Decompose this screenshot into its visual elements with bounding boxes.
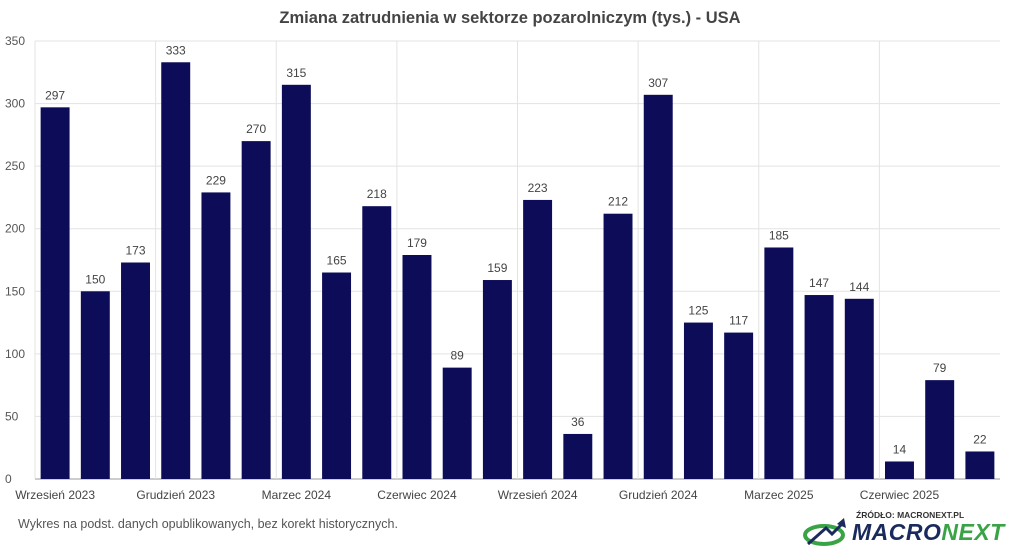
bar: [925, 380, 955, 479]
y-tick-label: 0: [5, 472, 12, 486]
bar: [281, 84, 311, 480]
bar: [965, 451, 995, 479]
source-label: ŹRÓDŁO: MACRONEXT.PL: [856, 510, 965, 520]
bar: [322, 272, 352, 479]
y-tick-label: 150: [5, 284, 25, 298]
footnote: Wykres na podst. danych opublikowanych, …: [18, 517, 398, 531]
y-tick-label: 200: [5, 222, 25, 236]
bar: [442, 367, 472, 479]
bar: [563, 433, 593, 479]
bar-value-label: 297: [45, 88, 65, 102]
macronext-logo: MACRONEXT: [802, 516, 1005, 550]
bar-value-label: 307: [648, 76, 668, 90]
bar-value-label: 150: [85, 272, 105, 286]
bar-value-label: 147: [809, 276, 829, 290]
bar: [885, 461, 914, 479]
bar: [844, 298, 874, 479]
x-tick-label: Grudzień 2024: [619, 488, 698, 502]
bar: [643, 94, 673, 479]
bar-value-label: 223: [528, 181, 548, 195]
bar: [241, 141, 271, 479]
x-tick-label: Grudzień 2023: [136, 488, 215, 502]
bar: [603, 213, 633, 479]
bar: [804, 295, 834, 479]
bar: [683, 322, 713, 479]
x-tick-label: Marzec 2024: [262, 488, 332, 502]
bar: [482, 280, 512, 479]
x-tick-label: Wrzesień 2024: [498, 488, 578, 502]
x-tick-label: Czerwiec 2024: [377, 488, 457, 502]
bar-value-label: 173: [126, 244, 146, 258]
bar: [80, 291, 110, 479]
bar-value-label: 117: [729, 314, 748, 328]
y-tick-label: 350: [5, 34, 25, 48]
bar-value-label: 229: [206, 173, 226, 187]
bar-value-label: 179: [407, 236, 427, 250]
logo-text-next: NEXT: [941, 519, 1005, 545]
bar: [201, 192, 231, 479]
bar: [40, 107, 70, 479]
bar-value-label: 36: [571, 415, 585, 429]
bar-value-label: 144: [849, 280, 869, 294]
bar-value-label: 212: [608, 195, 628, 209]
y-tick-label: 100: [5, 347, 25, 361]
y-tick-label: 250: [5, 159, 25, 173]
bar-value-label: 333: [166, 43, 186, 57]
bar: [362, 206, 392, 479]
bar-value-label: 185: [769, 228, 789, 242]
bar-value-label: 270: [246, 122, 266, 136]
bar: [121, 262, 150, 479]
bar: [161, 62, 191, 479]
bar-value-label: 165: [327, 254, 347, 268]
bar: [402, 254, 432, 479]
bar-value-label: 125: [688, 304, 708, 318]
bar-value-label: 79: [933, 361, 947, 375]
macronext-logo-icon: [803, 518, 846, 546]
bar: [724, 332, 754, 479]
y-tick-label: 300: [5, 97, 25, 111]
bar-value-label: 218: [367, 187, 387, 201]
chart-title: Zmiana zatrudnienia w sektorze pozarolni…: [279, 9, 741, 27]
x-tick-label: Wrzesień 2023: [15, 488, 95, 502]
logo-text-macro: MACRO: [852, 519, 942, 545]
y-tick-label: 50: [5, 409, 19, 423]
bar-value-label: 159: [487, 261, 507, 275]
bar-value-label: 315: [286, 66, 306, 80]
x-tick-label: Marzec 2025: [744, 488, 814, 502]
bar: [523, 199, 553, 479]
x-tick-label: Czerwiec 2025: [860, 488, 940, 502]
bar: [764, 247, 794, 479]
bar-value-label: 22: [973, 432, 987, 446]
bar-value-label: 14: [893, 442, 907, 456]
bar-value-label: 89: [451, 349, 465, 363]
